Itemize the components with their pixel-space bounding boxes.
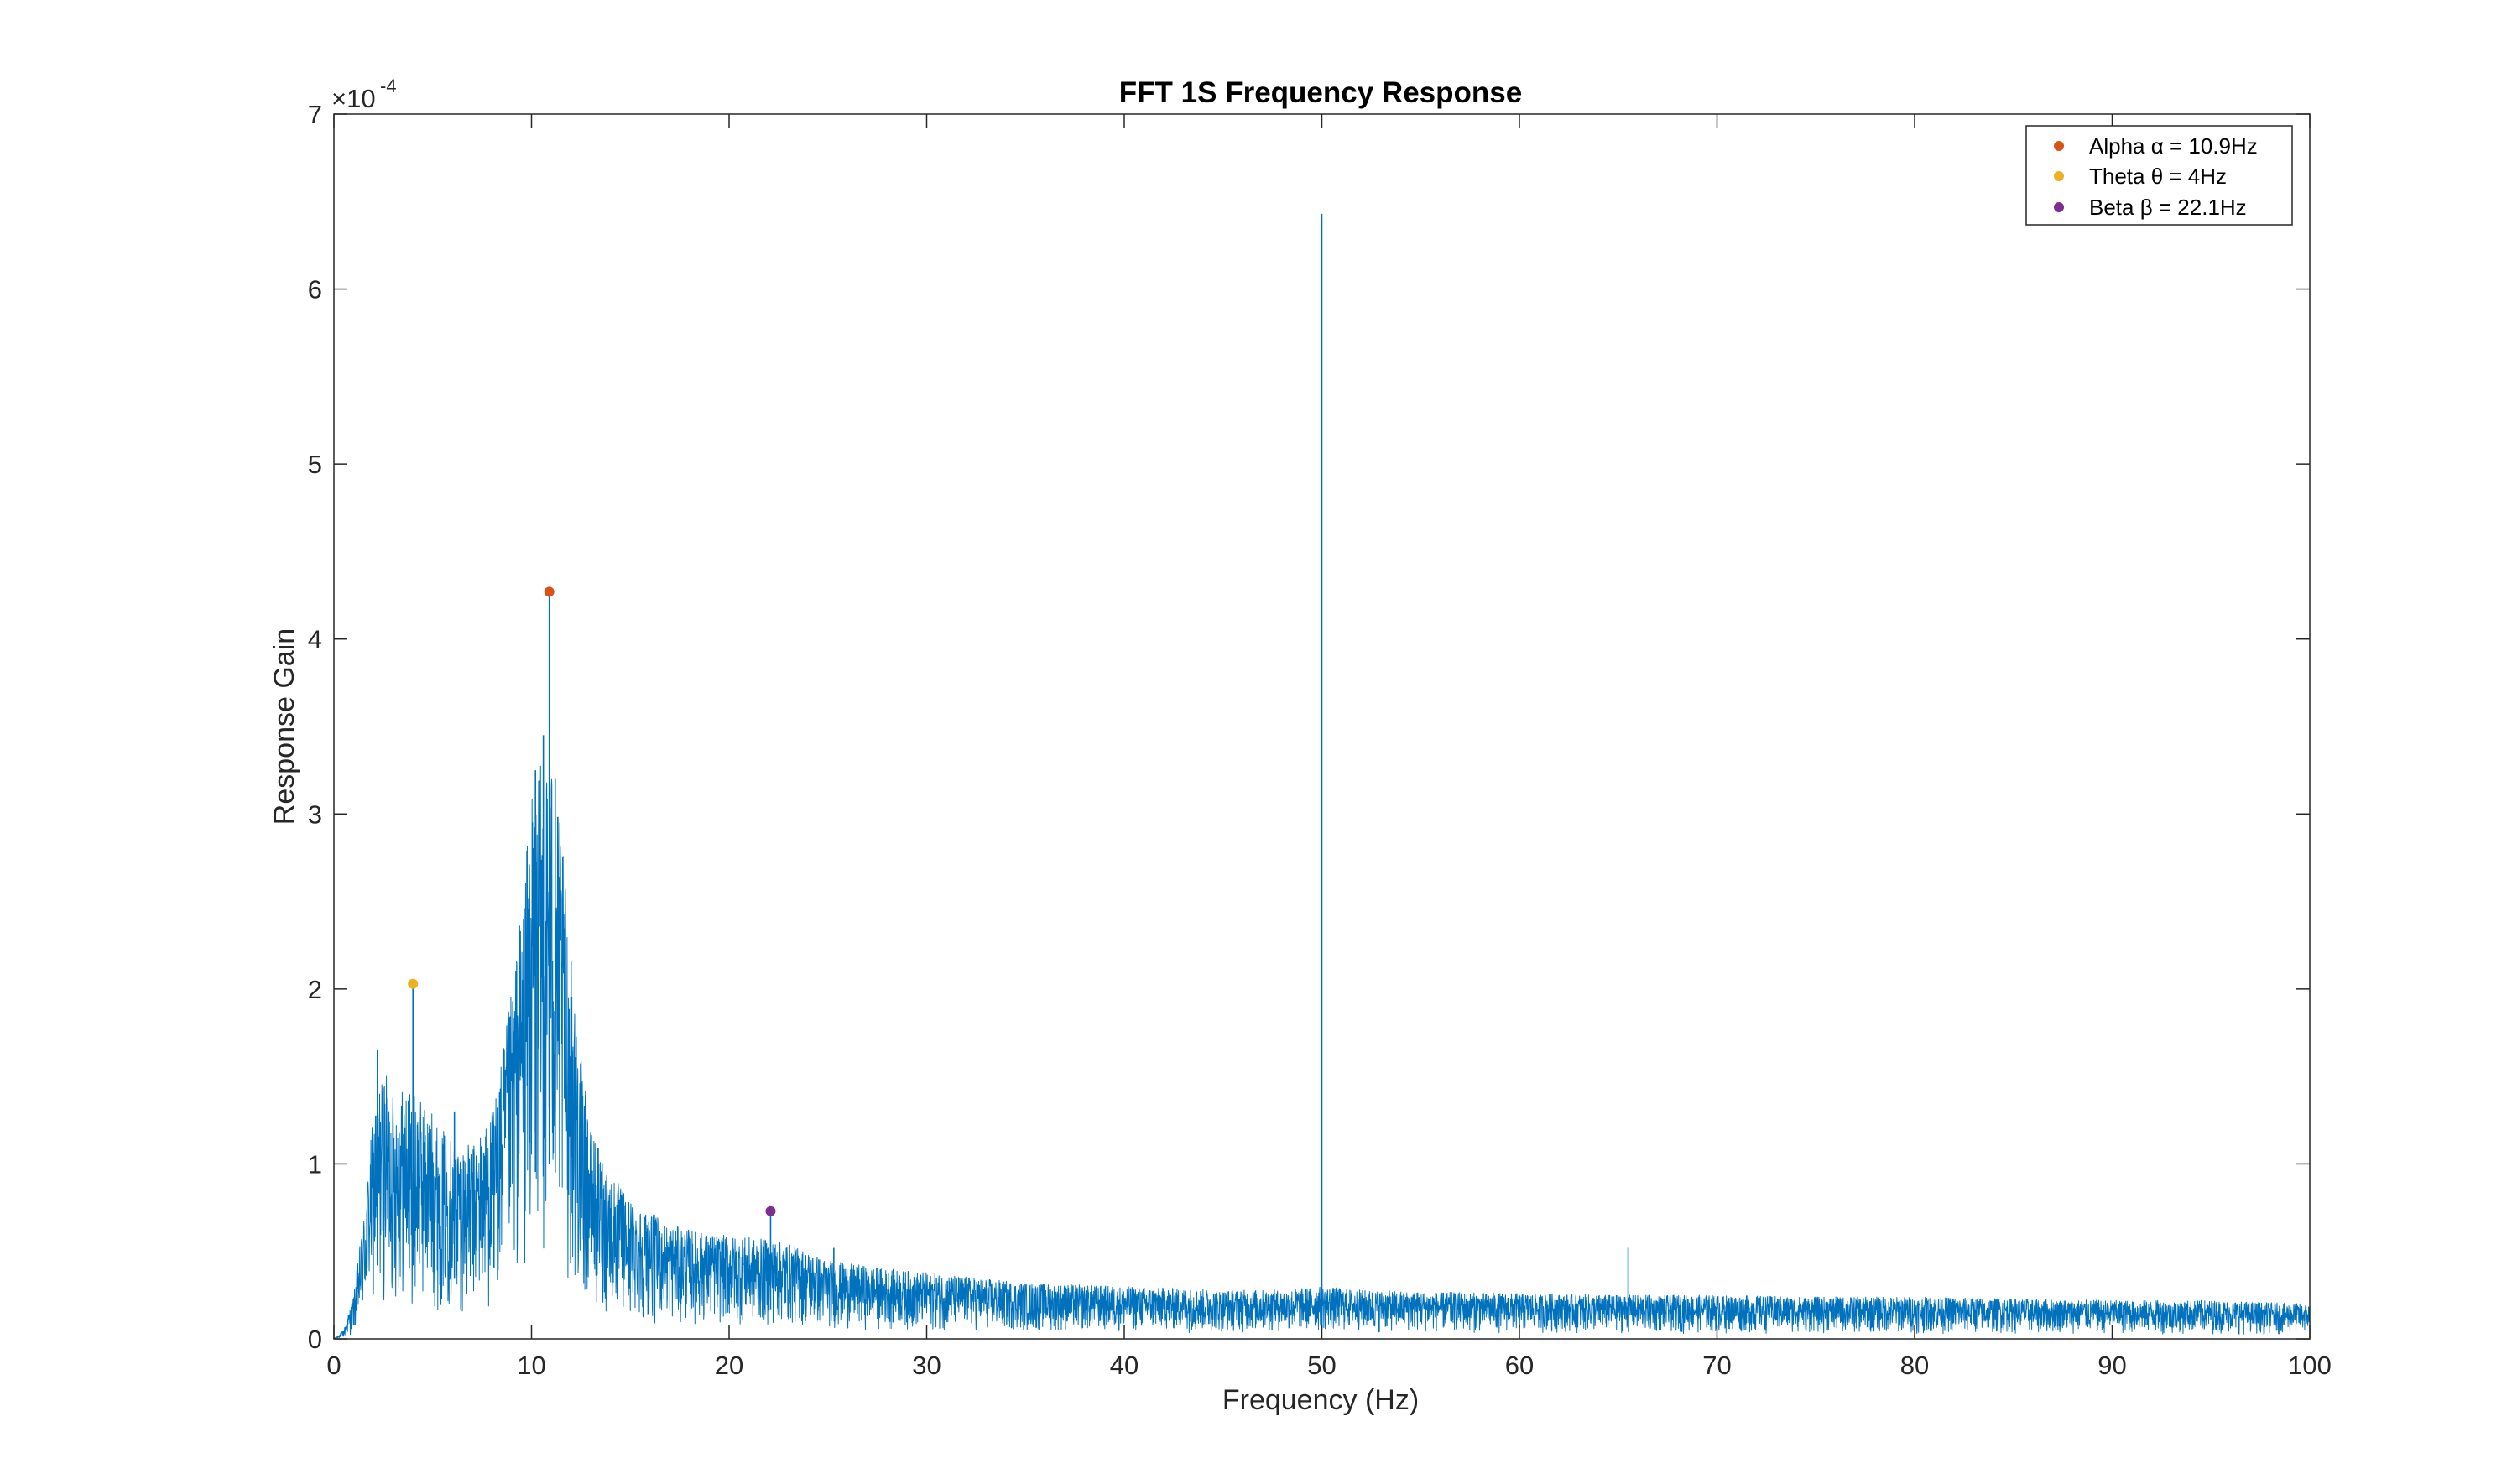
- y-axis-ticks: 0 1 2 3 4 5 6 7: [308, 100, 2310, 1354]
- peak-marker: [544, 586, 555, 597]
- legend-entry-alpha: Alpha α = 10.9Hz: [2054, 133, 2258, 159]
- y-tick-label: 0: [308, 1325, 322, 1354]
- x-tick-label: 10: [517, 1351, 545, 1380]
- legend-entry-theta: Theta θ = 4Hz: [2054, 164, 2227, 189]
- x-tick-label: 80: [1900, 1351, 1929, 1380]
- y-tick-label: 3: [308, 799, 322, 829]
- x-tick-label: 30: [912, 1351, 941, 1380]
- x-axis-ticks: 0 10 20 30 40 50 60 70 80 90 100: [326, 114, 2332, 1380]
- y-tick-label: 2: [308, 975, 322, 1004]
- signal-line: [333, 213, 2311, 1340]
- x-tick-label: 40: [1110, 1351, 1139, 1380]
- y-exponent-power: -4: [380, 76, 397, 96]
- legend-label-theta: Theta θ = 4Hz: [2089, 164, 2227, 189]
- legend-marker-alpha: [2054, 141, 2064, 151]
- y-tick-label: 7: [308, 100, 322, 129]
- x-axis-label: Frequency (Hz): [1222, 1384, 1419, 1416]
- chart-title: FFT 1S Frequency Response: [1119, 76, 1522, 109]
- y-tick-label: 5: [308, 450, 322, 479]
- peak-marker: [765, 1205, 776, 1216]
- y-axis-exponent: ×10 -4: [331, 76, 397, 113]
- legend-box: [2025, 125, 2293, 226]
- y-tick-label: 1: [308, 1149, 322, 1179]
- x-tick-label: 60: [1505, 1351, 1534, 1380]
- x-tick-label: 70: [1702, 1351, 1731, 1380]
- peak-markers: [408, 586, 776, 1216]
- peak-marker: [408, 978, 419, 989]
- y-axis-label: Response Gain: [268, 628, 300, 825]
- plot-area: 0 10 20 30 40 50 60 70 80 90 100 0 1 2 3 4 5 6 7: [308, 100, 2332, 1380]
- x-tick-label: 20: [715, 1351, 743, 1380]
- legend-marker-theta: [2054, 171, 2064, 181]
- x-tick-label: 0: [326, 1351, 341, 1380]
- y-tick-label: 4: [308, 625, 322, 654]
- legend: Alpha α = 10.9Hz Theta θ = 4Hz Beta β = …: [2025, 125, 2293, 226]
- legend-label-beta: Beta β = 22.1Hz: [2089, 195, 2247, 220]
- legend-marker-beta: [2054, 202, 2064, 212]
- y-exponent-base: ×10: [331, 84, 376, 113]
- x-tick-label: 50: [1307, 1351, 1336, 1380]
- legend-label-alpha: Alpha α = 10.9Hz: [2089, 133, 2258, 159]
- legend-entry-beta: Beta β = 22.1Hz: [2054, 195, 2247, 220]
- x-tick-label: 90: [2098, 1351, 2126, 1380]
- x-tick-label: 100: [2288, 1351, 2332, 1380]
- y-tick-label: 6: [308, 275, 322, 305]
